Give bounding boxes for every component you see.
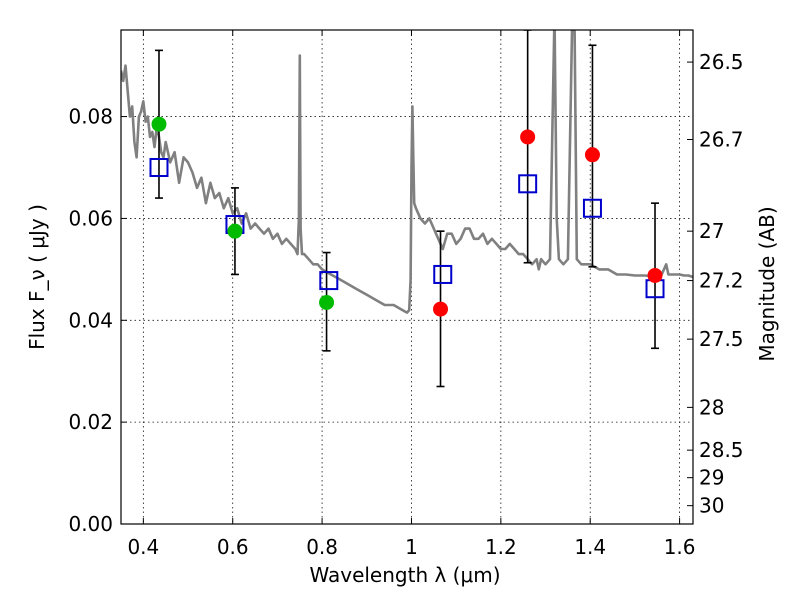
x-tick-label: 1.6 (664, 535, 696, 559)
model-photometry-square (433, 264, 453, 284)
observed-point (151, 116, 167, 132)
y-tick-label: 0.08 (68, 105, 113, 129)
observed-point (520, 129, 536, 145)
model-photometry-square (319, 271, 339, 291)
spectrum-line (121, 30, 693, 314)
x-tick-label: 0.8 (306, 535, 338, 559)
model-photometry-layer (149, 158, 665, 299)
plot-frame (120, 29, 694, 525)
observed-point (227, 223, 243, 239)
model-photometry-square (582, 198, 602, 218)
observed-point (647, 267, 663, 283)
x-tick-label: 1.2 (485, 535, 517, 559)
right-tick-label: 26.5 (699, 50, 744, 74)
observed-point (584, 147, 600, 163)
right-tick-label: 29 (699, 466, 724, 490)
y-tick-label: 0.02 (68, 410, 113, 434)
right-tick-label: 27 (699, 219, 724, 243)
y-tick-label: 0.06 (68, 206, 113, 230)
y-axis-title: Flux F_ν ( μJy ) (25, 204, 49, 350)
spectrum-layer (121, 30, 693, 314)
right-tick-label: 28.5 (699, 438, 744, 462)
observed-points-layer (151, 116, 663, 317)
right-tick-label: 27.2 (699, 269, 744, 293)
x-tick-label: 1 (405, 535, 418, 559)
observed-point (319, 294, 335, 310)
x-tick-label: 0.4 (127, 535, 159, 559)
x-axis-title: Wavelength λ (μm) (309, 563, 500, 587)
x-tick-label: 1.4 (574, 535, 606, 559)
x-tick-label: 0.6 (217, 535, 249, 559)
observed-point (433, 301, 449, 317)
right-tick-label: 26.7 (699, 127, 744, 151)
y-tick-label: 0.00 (68, 512, 113, 536)
model-photometry-square (518, 174, 538, 194)
model-photometry-square (149, 158, 169, 178)
right-tick-label: 28 (699, 395, 724, 419)
right-axis-title: Magnitude (AB) (755, 206, 779, 361)
axis-ticks: 0.4 0.6 0.8 1 1.2 1.4 1.6 0.00 0.02 0.04 0.06 0.08 2… (68, 30, 744, 559)
right-tick-label: 30 (699, 494, 724, 518)
right-tick-label: 27.5 (699, 327, 744, 351)
y-tick-label: 0.04 (68, 308, 113, 332)
